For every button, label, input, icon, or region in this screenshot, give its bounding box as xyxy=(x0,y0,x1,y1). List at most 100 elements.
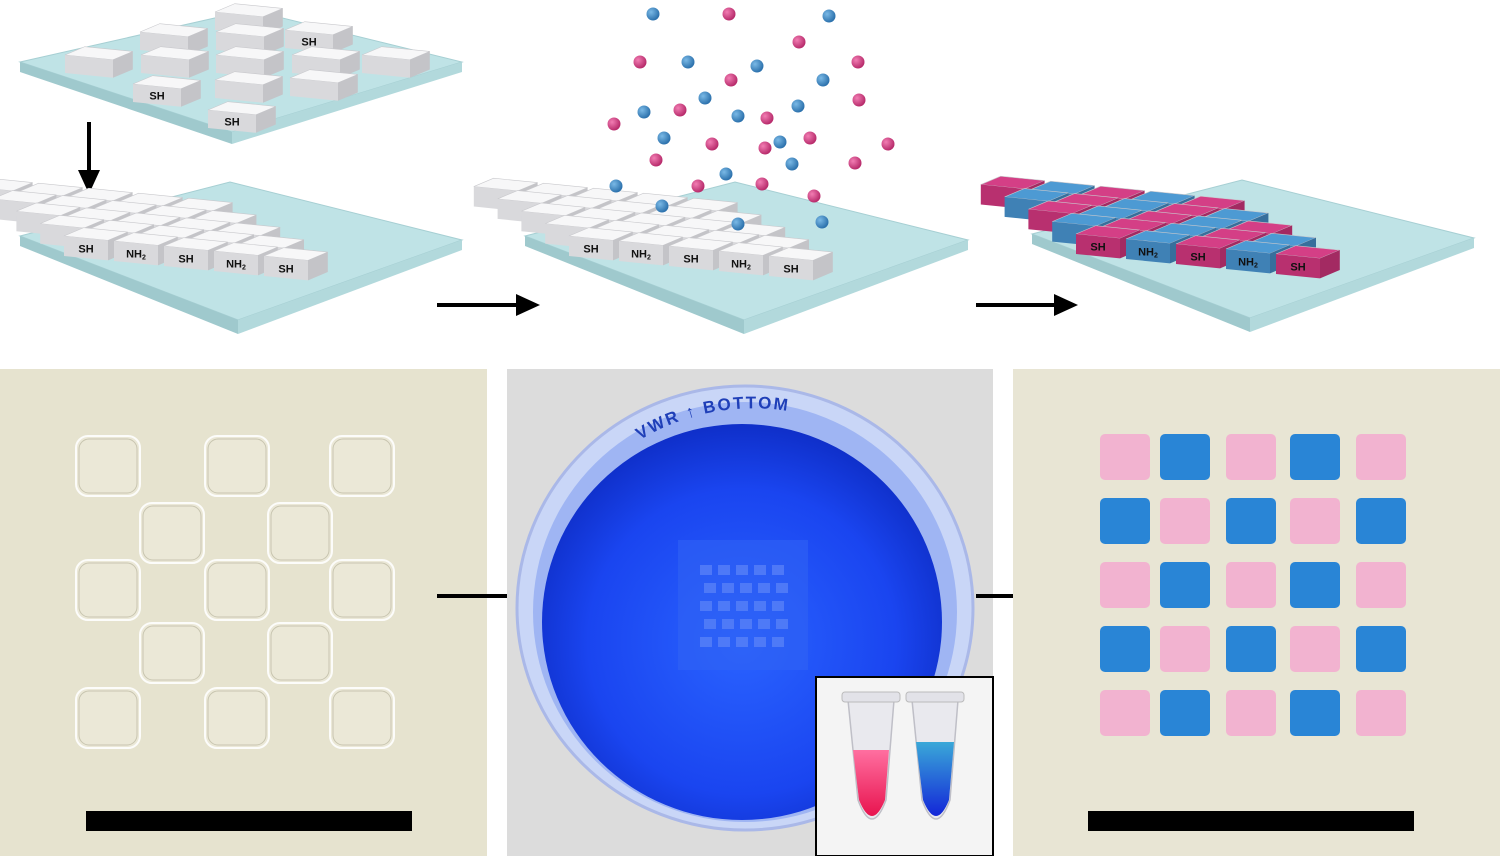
hydrogel-block xyxy=(139,23,208,55)
photo-clear-hydrogel xyxy=(0,369,487,856)
pink-square xyxy=(1100,562,1150,608)
blue-particle xyxy=(637,105,651,119)
blue-square xyxy=(1290,690,1340,736)
blue-particle xyxy=(731,109,745,123)
blue-square xyxy=(1226,498,1276,544)
pink-particle xyxy=(673,103,687,117)
functional-group-label: NH2 xyxy=(631,249,651,262)
hydrogel-block: SH xyxy=(132,75,201,107)
functional-group-label: SH xyxy=(783,264,798,276)
functional-group-label: NH2 xyxy=(1138,247,1158,260)
hydrogel-block: SH xyxy=(768,247,833,281)
hydrogel-block xyxy=(361,46,430,78)
schematic-colored-grid: SH NH2 SH NH2 SH xyxy=(980,175,1476,332)
hydrogel-block: SH xyxy=(263,247,328,281)
blue-particle xyxy=(750,59,764,73)
blue-square xyxy=(1356,626,1406,672)
hydrogel-block xyxy=(289,69,358,101)
pink-particle xyxy=(649,153,663,167)
functional-group-label: SH xyxy=(583,244,598,256)
nanoparticles xyxy=(607,7,895,231)
pink-particle xyxy=(633,55,647,69)
hydrogel-block xyxy=(215,46,284,78)
blue-particle xyxy=(698,91,712,105)
functional-group-label: SH xyxy=(1190,252,1205,264)
blue-particle xyxy=(816,73,830,87)
photo-petri-dish: VWR ↑ BOTTOM xyxy=(507,369,994,856)
pink-square xyxy=(1100,690,1150,736)
pink-square xyxy=(1100,434,1150,480)
blue-square xyxy=(1226,626,1276,672)
blue-square xyxy=(1160,690,1210,736)
colored-squares xyxy=(1100,434,1406,736)
pink-particle xyxy=(705,137,719,151)
pink-square xyxy=(1290,498,1340,544)
hydrogel-block xyxy=(140,46,209,78)
pink-square xyxy=(1226,690,1276,736)
functional-group-label: NH2 xyxy=(731,259,751,272)
pink-particle xyxy=(848,156,862,170)
functional-group-label: NH2 xyxy=(226,259,246,272)
schematic-sparse-blocks: SH SH SH xyxy=(18,3,464,144)
pink-particle xyxy=(691,179,705,193)
pink-particle xyxy=(807,189,821,203)
functional-group-label: SH xyxy=(1090,242,1105,254)
pink-particle xyxy=(852,93,866,107)
pink-particle xyxy=(607,117,621,131)
schematic-full-grid: SH NH2 SH NH2 SH xyxy=(0,179,464,334)
pink-particle xyxy=(760,111,774,125)
functional-group-label: SH xyxy=(178,254,193,266)
arrow-down-icon xyxy=(78,122,100,194)
inset-microtubes xyxy=(815,676,994,856)
pink-particle xyxy=(803,131,817,145)
blue-square xyxy=(1290,434,1340,480)
blue-square xyxy=(1356,498,1406,544)
functional-group-label: NH2 xyxy=(126,249,146,262)
scale-bar xyxy=(1088,811,1414,831)
blue-particle xyxy=(773,135,787,149)
blue-particle xyxy=(657,131,671,145)
functional-group-label: SH xyxy=(1290,262,1305,274)
functional-group-label: SH xyxy=(224,116,239,128)
blue-particle xyxy=(785,157,799,171)
pink-particle xyxy=(792,35,806,49)
schematic-grid-with-particles: SH NH2 SH NH2 SH xyxy=(473,7,970,334)
blue-square xyxy=(1160,434,1210,480)
blue-particle xyxy=(609,179,623,193)
hydrogel-block: SH xyxy=(1275,245,1340,279)
functional-group-label: SH xyxy=(301,36,316,48)
blue-particle xyxy=(731,217,745,231)
pink-particle xyxy=(755,177,769,191)
hydrogel-block: SH xyxy=(284,21,353,53)
pink-square xyxy=(1160,498,1210,544)
blue-particle xyxy=(681,55,695,69)
blue-square xyxy=(1160,562,1210,608)
pink-particle xyxy=(881,137,895,151)
hydrogel-squares xyxy=(75,435,395,749)
pink-square xyxy=(1226,434,1276,480)
blue-square xyxy=(1290,562,1340,608)
pink-square xyxy=(1356,690,1406,736)
functional-group-label: SH xyxy=(149,90,164,102)
pink-square xyxy=(1356,562,1406,608)
arrow-right-icon xyxy=(976,294,1078,316)
blue-square xyxy=(1100,626,1150,672)
blue-particle xyxy=(655,199,669,213)
pink-square xyxy=(1160,626,1210,672)
pink-particle xyxy=(758,141,772,155)
blue-particle xyxy=(791,99,805,113)
hydrogel-block xyxy=(214,71,283,103)
blue-particle xyxy=(822,9,836,23)
pink-particle xyxy=(851,55,865,69)
pink-square xyxy=(1290,626,1340,672)
pink-square xyxy=(1226,562,1276,608)
arrow-right-icon xyxy=(437,294,540,316)
photo-colored-pattern xyxy=(1013,369,1500,856)
functional-group-label: SH xyxy=(683,254,698,266)
pink-particle xyxy=(724,73,738,87)
pink-square xyxy=(1356,434,1406,480)
functional-group-label: NH2 xyxy=(1238,257,1258,270)
pink-particle xyxy=(722,7,736,21)
blue-particle xyxy=(815,215,829,229)
